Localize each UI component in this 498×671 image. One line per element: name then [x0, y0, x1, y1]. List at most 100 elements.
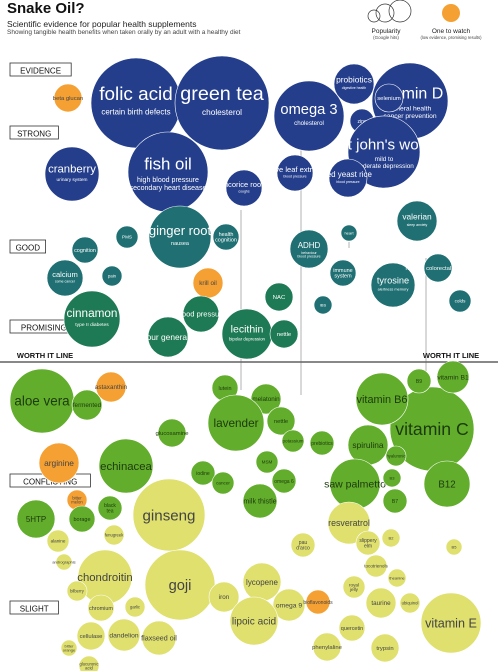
level-box-good	[9, 239, 46, 254]
bubble-label-bitter-orange: bitter	[65, 643, 75, 648]
bubble-label-theanine: theanine	[389, 575, 405, 580]
bubble-label-colds: colds	[455, 299, 466, 304]
bubble-borage	[68, 505, 96, 533]
bubble-taurine	[365, 587, 397, 619]
bubble-b3	[382, 468, 402, 488]
bubble-label-probiotics: probiotics	[336, 75, 372, 85]
bubble-label-phenylaline: phenylaline	[312, 645, 342, 651]
bubble-label-tyrosine: tyrosine	[377, 276, 409, 286]
bubble-b7	[382, 488, 408, 514]
bubble-cancer	[211, 471, 235, 495]
legend-popularity-label: Popularity	[372, 28, 402, 35]
bubble-label-aloe-vera: aloe vera	[14, 394, 70, 409]
bubble-health-cognition	[212, 223, 240, 251]
bubble-desc-st-john-s-wort: mild to	[375, 156, 394, 163]
bubble-label-lipoic-acid: lipoic acid	[232, 617, 276, 628]
bubble-label-fenugreek: fenugreek	[105, 532, 125, 537]
bubble-trypsin	[370, 633, 400, 663]
bubble-label-omega-9: omega 9	[276, 602, 302, 609]
bubble-cinnamon	[63, 290, 121, 348]
bubble-label-hyaluronic: hyaluronic	[386, 453, 405, 458]
bubble-pau-d-arco	[290, 532, 316, 558]
bubble-ginseng	[132, 478, 206, 552]
bubble-label-taurine: taurine	[371, 600, 391, 607]
bubble-label-immune-system: system	[334, 274, 352, 280]
bubble-label-zinc: zinc	[358, 119, 367, 125]
bubble-hyaluronic	[385, 445, 407, 467]
bubble-desc-adhd: blood pressure	[297, 255, 320, 259]
bubble-label-pain: pain	[108, 273, 117, 278]
bubble-label-borage: borage	[74, 517, 91, 523]
bubble-label-folic-acid: folic acid	[99, 84, 173, 105]
bubble-label-prebiotics: prebiotics	[311, 441, 333, 447]
bubble-nac	[264, 282, 294, 312]
bubble-beta-glucan	[53, 83, 83, 113]
bubble-label-cellulase: cellulase	[80, 634, 103, 640]
bubble-tyrosine	[370, 262, 416, 308]
bubble-desc-fish-oil: secondary heart disease	[130, 185, 207, 192]
bubble-st-john-s-wort	[347, 115, 421, 189]
bubble-label-spirulina: spirulina	[352, 440, 384, 450]
bubble-label-olive-leaf-extract: olive leaf extract	[268, 165, 323, 174]
bubble-label-heart: heart	[344, 230, 354, 235]
bubble-label-flaxseed-oil: flaxseed oil	[141, 634, 177, 642]
bubble-label-licorice-root: licorice root	[225, 180, 264, 189]
bubble-lipoic-acid	[229, 596, 279, 646]
legend-popularity-sub: (Google hits)	[373, 35, 399, 40]
bubble-label-quercetin: quercetin	[341, 626, 363, 632]
bubble-label-health-cognition: health	[219, 232, 234, 238]
level-box-strong	[9, 125, 59, 140]
bubble-label-beta-glucan: beta glucan	[53, 96, 83, 102]
bubble-licorice-root	[225, 169, 263, 207]
bubble-green-tea	[174, 55, 270, 151]
bubble-echinacea	[98, 438, 154, 494]
bubble-desc-adhd: behaviour	[301, 251, 317, 255]
bubble-label-royal-jelly: jelly	[349, 587, 359, 592]
bubble-desc-cranberry: urinary system	[57, 177, 88, 183]
bubble-b5	[445, 538, 463, 556]
bubble-alanine	[46, 529, 70, 553]
bubble-label-lycopene: lycopene	[246, 578, 278, 587]
bubble-label-garlic: garlic	[130, 604, 140, 609]
bubble-omega-9	[272, 588, 306, 622]
worth-it-label-right: WORTH IT LINE	[423, 351, 479, 360]
bubble-label-msm: MSM	[262, 460, 273, 465]
bubble-nettle	[269, 319, 299, 349]
bubble-label-health-cognition: cognition	[215, 238, 237, 244]
bubble-msm	[255, 450, 279, 474]
bubble-label-nac: NAC	[273, 295, 286, 301]
bubble-ubiquinol	[399, 592, 421, 614]
bubble-label-b3: B3	[390, 475, 396, 480]
bubble-fenugreek	[103, 524, 125, 546]
bubble-label-adhd: ADHD	[298, 241, 321, 250]
bubble-valerian	[396, 200, 438, 242]
bubble-heart	[340, 224, 358, 242]
bubble-label-krill-oil: krill oil	[199, 280, 217, 287]
bubble-label-resveratrol: resveratrol	[328, 518, 370, 528]
bubble-label-blood-pressure: blood pressure	[176, 310, 226, 319]
bubble-fermented	[71, 389, 103, 421]
bubble-royal-jelly	[342, 575, 366, 599]
bubble-label-cranberry: cranberry	[48, 163, 96, 175]
bubble-adhd	[289, 229, 329, 269]
bubble-glucosamine	[157, 418, 187, 448]
bubble-label-bitter-orange: orange	[63, 647, 76, 652]
bubble-label-ubiquinol: ubiquinol	[402, 600, 419, 605]
legend-popularity-mid-circle	[375, 3, 395, 23]
bubble-label-slippery-elm: elm	[364, 543, 372, 549]
bubble-label-green-tea: green tea	[180, 83, 263, 105]
bubble-omega-6	[271, 468, 297, 494]
legend-popularity-small-circle	[367, 9, 381, 23]
bubble-desc-green-tea: cholesterol	[202, 107, 242, 117]
bubble-b9	[406, 368, 432, 394]
bubble-omega-3	[273, 80, 345, 152]
bubble-dandelion	[107, 618, 141, 652]
bubble-label-red-yeast-rice: red yeast rice	[324, 170, 372, 179]
bubble-label-pms: PMS	[122, 235, 132, 240]
legend-watch-sub: (low evidence, promising results)	[421, 35, 483, 40]
bubble-label-ibs: IBS	[320, 302, 327, 307]
bubble-chromium	[87, 594, 115, 622]
bubble-label-lavender: lavender	[213, 417, 258, 430]
bubble-label-vitamin-e: vitamin E	[425, 616, 477, 630]
